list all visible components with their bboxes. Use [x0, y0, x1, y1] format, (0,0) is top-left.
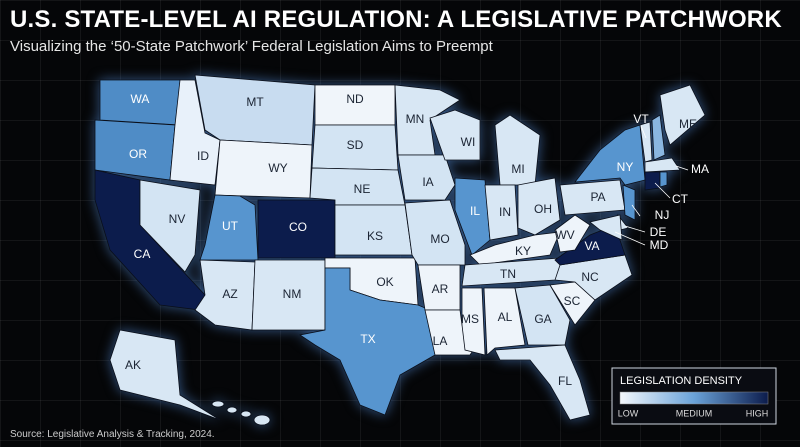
state-label: KS: [367, 229, 383, 243]
state-label: TX: [360, 332, 375, 346]
state-label: CA: [134, 247, 151, 261]
state: [659, 171, 668, 188]
state: [644, 171, 661, 191]
state-label: MT: [246, 95, 264, 109]
state-label: AL: [498, 310, 513, 324]
state-label: ID: [197, 149, 209, 163]
state-label: UT: [222, 219, 239, 233]
state-label: SC: [564, 294, 581, 308]
state-label: KY: [515, 244, 531, 258]
state: [194, 74, 316, 146]
state-label: FL: [558, 374, 572, 388]
state-label: CO: [289, 220, 307, 234]
state-label: AZ: [222, 287, 237, 301]
states: [94, 74, 706, 426]
island: [226, 406, 238, 414]
state-label: CT: [672, 192, 689, 206]
state: [397, 154, 456, 201]
state-label: ND: [346, 92, 364, 106]
legend: LEGISLATION DENSITY LOW MEDIUM HIGH: [611, 367, 777, 425]
state-label: NV: [169, 212, 186, 226]
island: [253, 414, 271, 426]
state: [659, 84, 706, 146]
legend-high: HIGH: [746, 408, 769, 418]
state-label: WA: [131, 92, 150, 106]
state-label: WY: [268, 161, 287, 175]
state: [139, 179, 201, 273]
state-label: NC: [581, 270, 599, 284]
state-label: PA: [590, 190, 605, 204]
state: [484, 184, 519, 241]
leader-line: [640, 125, 647, 139]
state-label: MS: [461, 312, 479, 326]
title: U.S. STATE-LEVEL AI REGULATION: A LEGISL…: [10, 6, 782, 33]
state: [214, 139, 313, 199]
state: [651, 114, 666, 161]
state-label: MN: [406, 112, 425, 126]
state-label: NJ: [655, 208, 670, 222]
state: [554, 214, 591, 253]
state-label: ME: [679, 117, 697, 131]
state-label: NY: [617, 160, 634, 174]
state-label: AR: [432, 282, 449, 296]
source: Source: Legislative Analysis & Tracking,…: [10, 429, 215, 440]
state-label: GA: [534, 312, 551, 326]
state: [109, 329, 221, 421]
state: [589, 214, 623, 241]
state-label: MO: [430, 232, 449, 246]
legend-medium: MEDIUM: [676, 408, 713, 418]
state-label: OR: [129, 147, 147, 161]
state-label: WI: [461, 135, 476, 149]
island: [211, 400, 225, 408]
leader-line: [631, 204, 641, 217]
state-label: DE: [650, 225, 667, 239]
state: [644, 157, 681, 173]
state-label: OH: [534, 202, 552, 216]
labels: WA OR CA NV ID MT WY UT CO AZ NM ND SD NE KS OK TX MN IA MO…: [125, 92, 709, 388]
state-label: IN: [499, 205, 511, 219]
state: [429, 109, 481, 161]
leader-line: [624, 225, 646, 233]
state-label: VT: [633, 112, 649, 126]
state: [554, 224, 626, 266]
state: [298, 267, 436, 416]
legend-title: LEGISLATION DENSITY: [620, 375, 743, 387]
state-label: MA: [691, 162, 709, 176]
state: [574, 124, 646, 186]
island: [240, 410, 252, 418]
state-label: NE: [354, 182, 371, 196]
state-label: OK: [376, 275, 393, 289]
state-label: VA: [584, 239, 599, 253]
state-label: IA: [422, 175, 433, 189]
state: [169, 79, 221, 186]
state-label: TN: [500, 267, 516, 281]
subtitle: Visualizing the ‘50-State Patchwork’ Fed…: [10, 38, 493, 55]
legend-low: LOW: [618, 408, 639, 418]
state: [494, 344, 591, 421]
state-label: AK: [125, 358, 141, 372]
state-label: WV: [555, 228, 574, 242]
leader-line: [675, 165, 689, 171]
state-label: LA: [433, 334, 448, 348]
state: [454, 177, 491, 256]
leader-line: [614, 231, 646, 246]
state-label: NM: [283, 287, 302, 301]
state: [494, 114, 541, 186]
state: [639, 121, 653, 163]
state: [514, 284, 571, 346]
leader-line: [654, 182, 671, 199]
state-label: IL: [470, 204, 480, 218]
state: [517, 177, 561, 236]
state: [622, 184, 636, 221]
state-label: SD: [347, 138, 364, 152]
state: [461, 287, 486, 356]
state-label: MD: [650, 238, 669, 252]
state-label: MI: [511, 162, 524, 176]
legend-gradient: [619, 391, 769, 405]
state: [483, 287, 526, 356]
